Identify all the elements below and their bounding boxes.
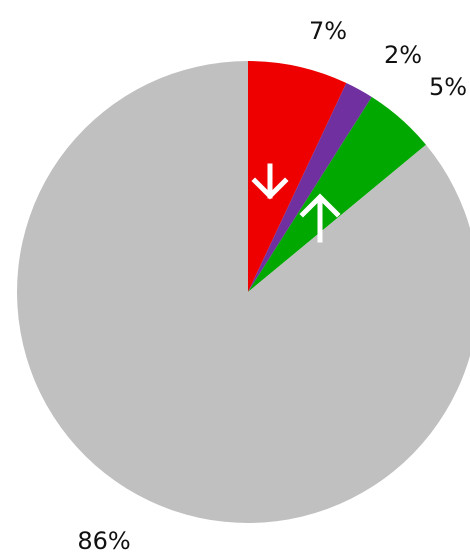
data-label: 5% [429, 73, 467, 101]
data-label: 2% [384, 41, 422, 69]
pie-slice [248, 61, 347, 292]
down-arrow-icon [251, 163, 289, 200]
pie [17, 61, 470, 523]
data-label: 86% [77, 527, 130, 554]
data-label: 7% [309, 17, 347, 45]
labels: 7% 2%5% 86% [77, 17, 467, 554]
pie-slice [248, 96, 426, 292]
pie-slice [248, 82, 372, 292]
up-arrow-icon [299, 193, 341, 243]
pie-slice [17, 61, 470, 523]
